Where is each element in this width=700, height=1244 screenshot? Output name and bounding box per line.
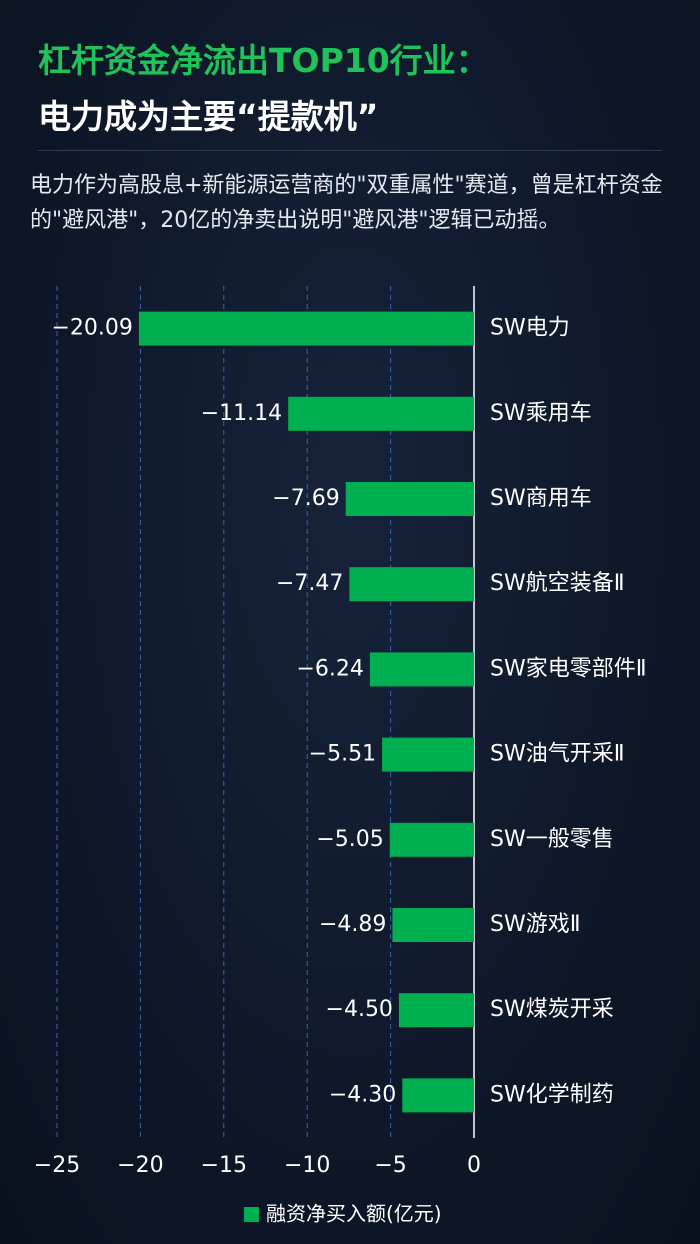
bar: [349, 567, 474, 602]
value-label: −6.24: [296, 656, 363, 681]
bar: [402, 1078, 474, 1113]
x-tick-label: −10: [284, 1153, 330, 1178]
value-label: −4.50: [326, 997, 393, 1022]
category-label: SW油气开采Ⅱ: [490, 742, 625, 767]
bar: [369, 652, 474, 687]
title-line: 电力成为主要“提款机”: [38, 97, 379, 136]
value-label: −7.69: [272, 486, 339, 511]
category-label: SW电力: [490, 316, 570, 341]
category-label: SW商用车: [490, 486, 592, 511]
category-label: SW航空装备Ⅱ: [490, 571, 625, 596]
description: 电力作为高股息+新能源运营商的"双重属性"赛道，曾是杠杆资金的"避风港"，20亿…: [30, 173, 663, 233]
category-label: SW乘用车: [490, 401, 592, 426]
value-label: −20.09: [51, 316, 132, 341]
value-label: −5.51: [309, 742, 376, 767]
x-tick-label: −25: [34, 1153, 80, 1178]
bar: [288, 396, 474, 431]
value-label: −7.47: [276, 571, 343, 596]
bar: [398, 993, 474, 1028]
bar: [345, 482, 474, 516]
separator: [38, 150, 662, 151]
bar: [389, 822, 474, 857]
bar: [138, 311, 474, 346]
category-label: SW游戏Ⅱ: [490, 912, 581, 937]
title-line: 杠杆资金净流出TOP10行业：: [38, 41, 489, 80]
bar: [392, 908, 474, 942]
legend-swatch: [244, 1207, 259, 1222]
x-tick-label: −20: [117, 1153, 163, 1178]
legend-label: 融资净买入额(亿元): [266, 1202, 442, 1226]
value-label: −4.89: [319, 912, 386, 937]
category-label: SW家电零部件Ⅱ: [490, 656, 647, 681]
bar: [382, 737, 474, 772]
x-tick-label: 0: [467, 1153, 481, 1178]
x-tick-label: −15: [201, 1153, 247, 1178]
value-label: −5.05: [316, 827, 383, 852]
category-label: SW化学制药: [490, 1082, 614, 1107]
x-tick-label: −5: [374, 1153, 406, 1178]
category-label: SW煤炭开采: [490, 997, 614, 1022]
value-label: −4.30: [329, 1082, 396, 1107]
value-label: −11.14: [201, 401, 282, 426]
category-label: SW一般零售: [490, 827, 614, 852]
